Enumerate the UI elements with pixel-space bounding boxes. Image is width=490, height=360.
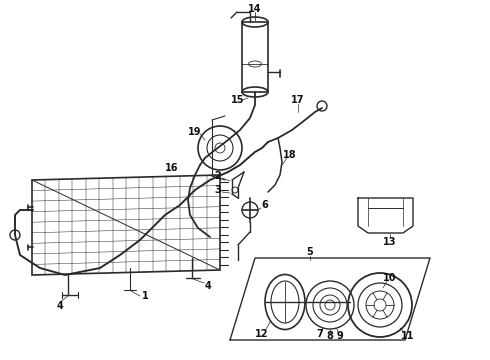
Text: 6: 6 (262, 200, 269, 210)
Text: 3: 3 (215, 185, 221, 195)
Text: 2: 2 (215, 171, 221, 181)
Bar (242, 22, 268, 92)
Text: 9: 9 (337, 331, 343, 341)
Text: 14: 14 (248, 4, 262, 14)
Text: 12: 12 (255, 329, 269, 339)
Text: 7: 7 (317, 329, 323, 339)
Text: 5: 5 (307, 247, 314, 257)
Text: 16: 16 (165, 163, 179, 173)
Text: 13: 13 (383, 237, 397, 247)
Text: 15: 15 (231, 95, 245, 105)
Text: 4: 4 (205, 281, 211, 291)
Text: 17: 17 (291, 95, 305, 105)
Text: 1: 1 (142, 291, 148, 301)
Text: 19: 19 (188, 127, 202, 137)
Text: 4: 4 (57, 301, 63, 311)
Text: 11: 11 (401, 331, 415, 341)
Text: 8: 8 (326, 331, 333, 341)
Text: 18: 18 (283, 150, 297, 160)
Text: 10: 10 (383, 273, 397, 283)
